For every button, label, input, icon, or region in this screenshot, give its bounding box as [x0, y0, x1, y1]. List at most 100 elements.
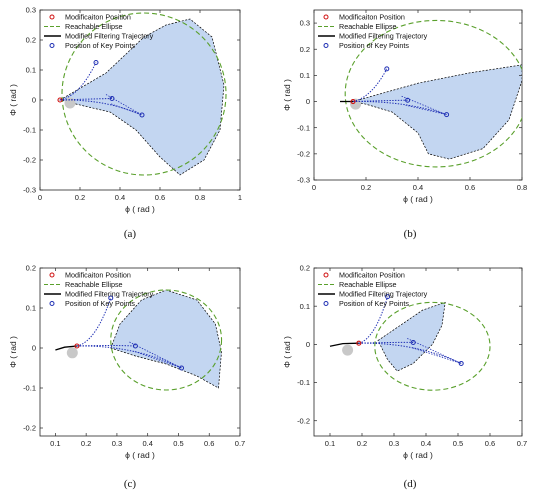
x-tick-label: 0.7 [517, 439, 527, 448]
y-tick-label: 0.3 [300, 19, 310, 28]
y-tick-label: -0.1 [297, 378, 310, 387]
legend-entry-1: Reachable Ellipse [44, 280, 123, 289]
legend-entry-3: Position of Key Points [49, 299, 135, 308]
legend-label: Reachable Ellipse [65, 22, 123, 31]
key-point-1 [109, 96, 115, 101]
y-tick-label: 0.3 [26, 6, 36, 15]
legend-entry-2: Modified Filtering Trajectory [44, 32, 154, 41]
key-point-0 [384, 66, 390, 72]
legend-entry-3: Position of Key Points [49, 41, 135, 50]
legend-entry-2: Modified Filtering Trajectory [44, 290, 154, 299]
legend-marker [49, 272, 55, 278]
y-tick-label: 0 [32, 96, 36, 105]
x-tick-label: 0.8 [195, 193, 205, 202]
y-axis-label: Φ ( rad ) [282, 79, 292, 111]
x-tick-label: 0.1 [50, 439, 60, 448]
x-tick-label: 0 [312, 183, 316, 192]
legend-label: Position of Key Points [339, 41, 409, 50]
key-path-2 [358, 342, 462, 364]
legend-marker [323, 43, 329, 48]
y-tick-label: 0.1 [26, 66, 36, 75]
legend-marker [323, 14, 329, 20]
y-axis-label: Φ ( rad ) [8, 84, 18, 116]
key-path-2 [59, 99, 143, 116]
legend-label: Modificaiton Position [65, 271, 131, 280]
key-path-1 [76, 345, 136, 347]
panel-caption: (a) [124, 228, 137, 240]
key-connector [407, 338, 462, 364]
x-tick-label: 0.2 [75, 193, 85, 202]
reachable-region [352, 64, 522, 160]
y-axis-label: Φ ( rad ) [8, 336, 18, 368]
chart-panel-0: 0 0.2 0.4 0.6 0.8 1 -0.3 -0.2 -0.1 0 0.1 0.2 0.3 ϕ ( … [8, 6, 242, 240]
y-tick-label: 0.2 [300, 45, 310, 54]
y-tick-label: -0.2 [23, 156, 36, 165]
legend-entry-0: Modificaiton Position [323, 271, 405, 280]
legend-label: Reachable Ellipse [339, 22, 397, 31]
key-path-0 [352, 68, 388, 103]
legend-entry-0: Modificaiton Position [49, 271, 131, 280]
key-connector [401, 95, 447, 116]
key-point-0 [385, 294, 391, 300]
y-tick-label: 0.2 [26, 36, 36, 45]
chart-panel-2: 0.1 0.2 0.3 0.4 0.5 0.6 0.7 -0.2 -0.1 0 0.1 0.2 ϕ ( … [8, 264, 245, 490]
legend-label: Modified Filtering Trajectory [65, 32, 154, 41]
legend-label: Position of Key Points [65, 41, 135, 50]
key-point-2 [444, 112, 450, 118]
gray-marker [64, 97, 76, 109]
reachable-region [110, 289, 222, 389]
x-axis-label: ϕ ( rad ) [125, 204, 155, 214]
legend-label: Reachable Ellipse [65, 280, 123, 289]
legend-marker [323, 272, 329, 278]
y-tick-label: 0.1 [300, 71, 310, 80]
legend-label: Modified Filtering Trajectory [65, 290, 154, 299]
key-point-0 [93, 60, 99, 65]
x-tick-label: 0.4 [115, 193, 125, 202]
legend-label: Reachable Ellipse [339, 280, 397, 289]
legend-label: Modificaiton Position [339, 271, 405, 280]
x-tick-label: 0.7 [235, 439, 245, 448]
y-tick-label: -0.3 [297, 176, 310, 185]
modification-position [350, 98, 356, 105]
legend-entry-1: Reachable Ellipse [44, 22, 123, 31]
legend-entry-1: Reachable Ellipse [318, 280, 397, 289]
y-tick-label: 0 [32, 344, 36, 353]
reachable-ellipse [110, 289, 223, 391]
legend-label: Modified Filtering Trajectory [339, 290, 428, 299]
legend-label: Modificaiton Position [65, 13, 131, 22]
x-axis-label: ϕ ( rad ) [125, 450, 155, 460]
x-tick-label: 0.2 [81, 439, 91, 448]
panel-caption: (c) [124, 478, 137, 490]
x-tick-label: 0.6 [155, 193, 165, 202]
x-tick-label: 0.6 [465, 183, 475, 192]
modification-position [356, 340, 362, 346]
key-path-0 [59, 62, 97, 101]
x-tick-label: 0.2 [357, 439, 367, 448]
y-tick-label: 0 [306, 340, 310, 349]
legend-label: Position of Key Points [339, 299, 409, 308]
x-tick-label: 0.4 [421, 439, 431, 448]
y-tick-label: -0.3 [23, 186, 36, 195]
key-path-0 [358, 296, 389, 344]
y-axis-label: Φ ( rad ) [282, 336, 292, 368]
key-path-0 [76, 297, 112, 347]
y-tick-label: 0.1 [26, 304, 36, 313]
y-tick-label: -0.1 [23, 384, 36, 393]
reachable-ellipse [344, 19, 522, 168]
key-point-2 [458, 360, 464, 366]
x-tick-label: 0.3 [112, 439, 122, 448]
y-tick-label: -0.2 [23, 424, 36, 433]
key-path-2 [76, 345, 182, 369]
x-tick-label: 0.4 [413, 183, 423, 192]
legend-entry-0: Modificaiton Position [49, 13, 131, 22]
reachable-ellipse [61, 12, 227, 176]
legend-entry-2: Modified Filtering Trajectory [318, 290, 428, 299]
x-tick-label: 1 [238, 193, 242, 202]
x-tick-label: 0.1 [325, 439, 335, 448]
legend-entry-3: Position of Key Points [323, 41, 409, 50]
filtering-trajectory [55, 345, 77, 351]
chart-panel-1: 0 0.2 0.4 0.6 0.8 -0.3 -0.2 -0.1 0 0.1 0.2 0.3 ϕ ( r… [282, 9, 527, 240]
x-tick-label: 0.2 [361, 183, 371, 192]
reachable-ellipse [374, 301, 491, 391]
